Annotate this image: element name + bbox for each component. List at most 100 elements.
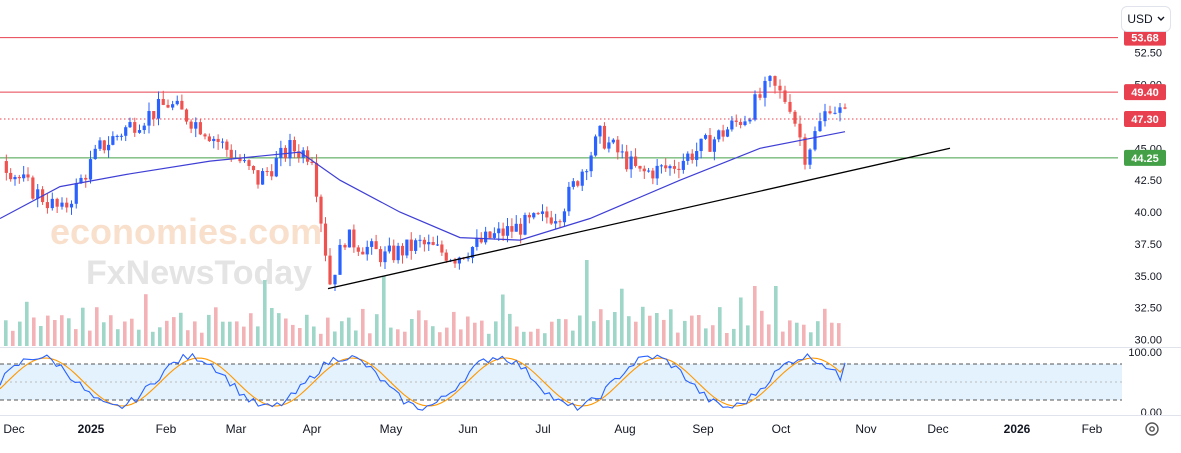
candle-body	[365, 246, 369, 255]
candle-body	[84, 177, 88, 180]
candle-body	[808, 149, 812, 165]
candle-body	[492, 233, 496, 238]
candle-body	[203, 134, 207, 137]
candle-body	[111, 136, 115, 145]
volume-bar	[102, 322, 106, 346]
volume-bar	[291, 324, 295, 346]
volume-bar	[256, 326, 260, 346]
candle-body	[26, 174, 30, 178]
volume-bar	[326, 317, 330, 346]
volume-bar	[298, 328, 302, 346]
level-tag	[1124, 29, 1166, 46]
volume-bar	[375, 314, 379, 346]
candle-body	[260, 171, 265, 185]
candle-body	[633, 156, 638, 166]
volume-bar	[18, 321, 22, 346]
trend-line	[327, 147, 951, 290]
volume-bar	[207, 314, 211, 346]
candle-body	[514, 223, 518, 232]
candle-body	[778, 85, 782, 91]
volume-bar	[466, 316, 470, 346]
candle-body	[242, 160, 247, 162]
price-tick-label: 35.00	[1134, 271, 1162, 283]
settings-gear-icon[interactable]	[1143, 420, 1161, 438]
volume-bar	[424, 320, 428, 346]
candle-body	[510, 226, 514, 232]
volume-bar	[438, 332, 442, 346]
candle-body	[306, 150, 310, 162]
volume-bar	[571, 330, 575, 346]
volume-bar	[39, 326, 43, 346]
moving-average-line	[0, 131, 846, 241]
candle-body	[356, 247, 360, 252]
time-tick-label: 2026	[1004, 422, 1031, 436]
volume-bar	[732, 328, 736, 346]
volume-bar	[158, 327, 162, 346]
candle-body	[695, 151, 699, 160]
candle-body	[611, 139, 615, 143]
candle-body	[323, 223, 328, 256]
candle-body	[484, 231, 488, 243]
volume-bar	[74, 329, 78, 346]
candle-body	[497, 228, 501, 234]
level-tag	[1124, 84, 1166, 101]
stochastic-tick-label: 100.00	[1128, 347, 1162, 359]
candle-body	[748, 119, 752, 122]
candle-body	[396, 245, 400, 261]
candle-body	[292, 140, 296, 152]
candle-body	[238, 157, 242, 162]
volume-bar	[109, 315, 113, 346]
candle-body	[818, 121, 822, 132]
time-axis: Dec 2025 Feb Mar Apr May Jun Jul Aug Sep Oct Nov Dec…	[0, 415, 1181, 436]
candle-body	[519, 223, 523, 235]
volume-bar	[753, 286, 757, 346]
volume-bar	[445, 327, 449, 346]
volume-bar	[228, 321, 232, 346]
volume-bar	[557, 318, 561, 346]
level-tag-label: 44.25	[1131, 153, 1159, 165]
candle-body	[690, 153, 694, 160]
volume-bar	[179, 312, 183, 346]
candle-body	[739, 121, 743, 126]
price-tick-label: 40.00	[1134, 207, 1162, 219]
candle-body	[13, 176, 17, 180]
candle-body	[576, 181, 580, 186]
volume-bar	[242, 326, 246, 346]
currency-selector[interactable]: USD	[1121, 6, 1171, 32]
volume-bar	[508, 313, 512, 346]
candle-body	[828, 111, 832, 114]
candle-body	[9, 172, 13, 180]
candle-body	[668, 166, 672, 169]
candle-body	[370, 241, 374, 247]
candle-body	[798, 123, 802, 138]
candle-body	[216, 138, 220, 142]
candle-body	[532, 213, 536, 218]
stochastic-d-line	[0, 357, 846, 407]
stochastic-tick-label: 0.00	[1141, 407, 1162, 419]
volume-bar	[795, 322, 799, 346]
volume-bar	[802, 324, 806, 346]
candle-body	[646, 170, 651, 172]
volume-bar	[270, 308, 274, 346]
candle-body	[699, 138, 703, 152]
candle-body	[672, 166, 677, 169]
candle-body	[274, 157, 278, 177]
candle-body	[98, 140, 102, 149]
time-tick-label: May	[380, 422, 403, 436]
volume-bar	[501, 294, 505, 346]
candle-body	[194, 122, 198, 129]
candle-body	[788, 101, 792, 112]
candle-body	[50, 198, 54, 209]
volume-bar	[515, 326, 519, 346]
volume-bar	[214, 307, 218, 346]
candle-body	[247, 160, 251, 166]
candle-body	[400, 245, 405, 256]
candle-body	[55, 198, 59, 207]
candle-body	[347, 229, 352, 248]
volume-bar	[620, 288, 624, 346]
volume-bar	[354, 330, 358, 346]
candle-body	[45, 202, 50, 209]
volume-bar	[361, 308, 365, 346]
candle-body	[152, 111, 156, 119]
